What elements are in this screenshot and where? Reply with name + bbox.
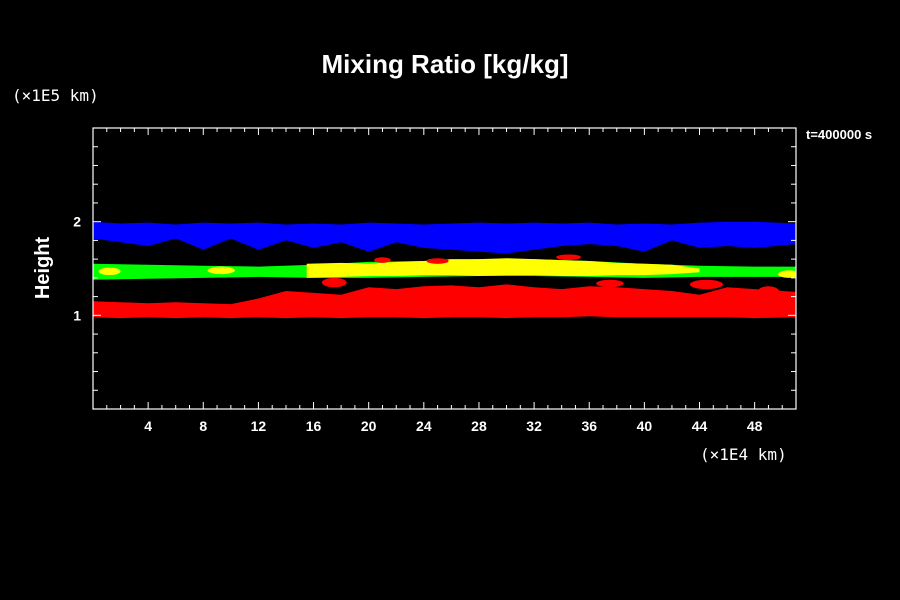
- patch-red-6: [596, 279, 624, 288]
- x-tick-label: 36: [581, 418, 597, 434]
- time-label: t=400000 s: [806, 127, 872, 142]
- y-axis-title: Height: [32, 237, 54, 300]
- patch-red-0: [321, 277, 347, 288]
- x-tick-label: 48: [747, 418, 763, 434]
- patch-red-3: [556, 254, 581, 261]
- chart-title: Mixing Ratio [kg/kg]: [322, 49, 569, 79]
- patch-yellow-9: [98, 267, 121, 276]
- patch-red-1: [374, 257, 391, 263]
- x-tick-label: 40: [637, 418, 653, 434]
- band-yellow: [306, 258, 700, 278]
- patch-yellow-8: [778, 270, 796, 278]
- patch-red-2: [426, 258, 449, 264]
- plot-area: [93, 221, 796, 319]
- x-tick-label: 8: [199, 418, 207, 434]
- x-tick-label: 16: [306, 418, 322, 434]
- band-blue: [93, 221, 796, 254]
- x-tick-label: 24: [416, 418, 432, 434]
- x-tick-label: 12: [251, 418, 267, 434]
- x-tick-label: 28: [471, 418, 487, 434]
- band-red: [93, 284, 796, 319]
- x-tick-label: 4: [144, 418, 152, 434]
- x-tick-label: 32: [526, 418, 542, 434]
- x-tick-label: 44: [692, 418, 708, 434]
- plot-frame: [92, 127, 797, 410]
- y-tick-label: 2: [73, 214, 81, 230]
- y-tick-label: 1: [73, 307, 81, 323]
- patch-red-5: [757, 286, 780, 298]
- x-unit-label: (×1E4 km): [700, 445, 787, 464]
- y-unit-label: (×1E5 km): [12, 86, 99, 105]
- patch-red-4: [689, 279, 723, 290]
- x-tick-label: 20: [361, 418, 377, 434]
- patch-yellow-7: [207, 266, 235, 275]
